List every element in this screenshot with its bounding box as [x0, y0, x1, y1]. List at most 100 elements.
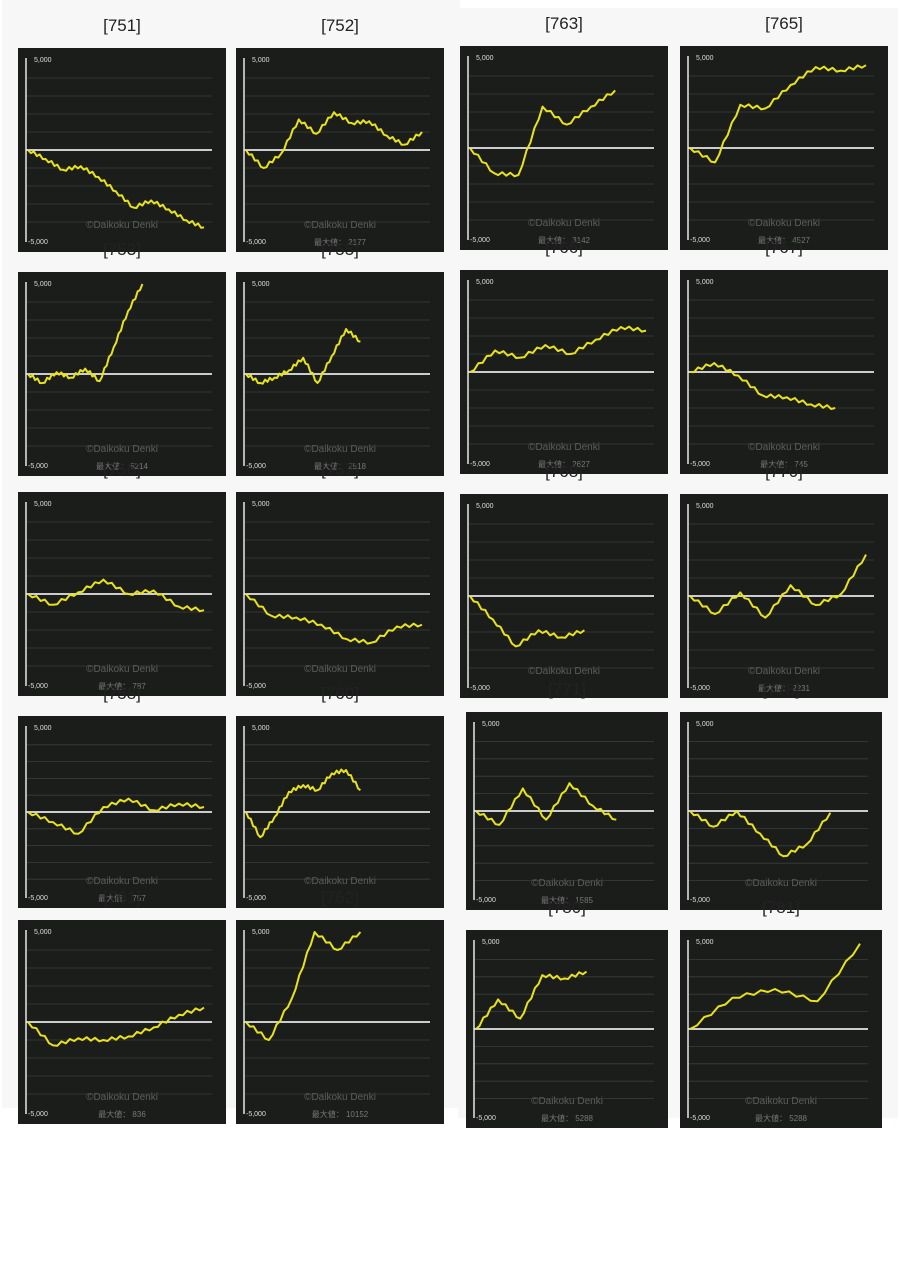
tick-label-top: 5,000	[696, 55, 714, 62]
chart-svg: 5,000 -5,000	[243, 725, 430, 902]
chart-title: [766]	[545, 238, 583, 257]
chart-plot-area: 5,000 -5,000 ©Daikoku Denki	[460, 494, 668, 698]
chart-svg: 5,000 -5,000	[687, 721, 868, 904]
max-value-caption: 最大値： 10152	[311, 1110, 369, 1119]
chart-title: [762]	[321, 888, 359, 907]
tick-label-top: 5,000	[34, 929, 52, 936]
series-line	[475, 970, 588, 1030]
series-line	[245, 931, 362, 1041]
tick-label-bottom: -5,000	[690, 897, 710, 904]
chart-758: [758] 5,000 -5,000 ©Daikoku Denki 最大値： 757	[18, 684, 226, 910]
chart-title: [758]	[103, 684, 141, 703]
chart-768: [768] 5,000 -5,000 ©Daikoku Denki	[460, 462, 668, 700]
chart-plot-area: 5,000 -5,000 ©Daikoku Denki 最大値： 5288	[680, 930, 882, 1128]
chart-svg: 5,000 -5,000	[243, 501, 430, 690]
chart-778: [778] 5,000 -5,000 ©Daikoku Denki	[680, 680, 882, 912]
max-value-caption: 最大値： 5288	[540, 1114, 594, 1123]
tick-label-top: 5,000	[34, 501, 52, 508]
series-line	[689, 943, 861, 1030]
watermark: ©Daikoku Denki	[745, 1096, 817, 1107]
max-value-caption: 最大値： 2518	[313, 462, 367, 471]
tick-label-bottom: -5,000	[28, 1111, 48, 1118]
watermark: ©Daikoku Denki	[86, 444, 158, 455]
chart-title: [768]	[545, 462, 583, 481]
series-line	[469, 325, 647, 373]
tick-label-bottom: -5,000	[28, 463, 48, 470]
tick-label-bottom: -5,000	[246, 683, 266, 690]
chart-svg: 5,000 -5,000	[687, 503, 874, 692]
chart-770: [770] 5,000 -5,000 ©Daikoku Denki 最大値： 2231	[680, 462, 888, 700]
tick-label-bottom: -5,000	[470, 685, 490, 692]
chart-760: [760] 5,000 -5,000 ©Daikoku Denki	[236, 684, 444, 910]
chart-plot-area: 5,000 -5,000 ©Daikoku Denki	[680, 712, 882, 910]
chart-title: [753]	[103, 240, 141, 259]
chart-plot-area: 5,000 -5,000 ©Daikoku Denki 最大値： 745	[680, 270, 888, 474]
tick-label-top: 5,000	[696, 279, 714, 286]
watermark: ©Daikoku Denki	[528, 666, 600, 677]
chart-title: [781]	[762, 898, 800, 917]
series-line	[469, 89, 616, 178]
series-line	[27, 283, 144, 385]
tick-label-bottom: -5,000	[690, 237, 710, 244]
tick-label-bottom: -5,000	[28, 683, 48, 690]
watermark: ©Daikoku Denki	[748, 666, 820, 677]
tick-label-bottom: -5,000	[470, 461, 490, 468]
chart-plot-area: 5,000 -5,000 ©Daikoku Denki 最大値： 5214	[18, 272, 226, 476]
chart-751: [751] 5,000 -5,000 ©Daikoku Denki	[18, 16, 226, 254]
tick-label-top: 5,000	[252, 501, 270, 508]
tick-label-bottom: -5,000	[28, 239, 48, 246]
chart-title: [763]	[545, 14, 583, 33]
tick-label-bottom: -5,000	[690, 461, 710, 468]
chart-767: [767] 5,000 -5,000 ©Daikoku Denki 最大値： 745	[680, 238, 888, 476]
watermark: ©Daikoku Denki	[86, 1092, 158, 1103]
tick-label-top: 5,000	[34, 57, 52, 64]
tick-label-top: 5,000	[476, 55, 494, 62]
tick-label-top: 5,000	[476, 503, 494, 510]
series-line	[689, 554, 867, 619]
tick-label-top: 5,000	[34, 725, 52, 732]
tick-label-bottom: -5,000	[476, 1115, 496, 1122]
watermark: ©Daikoku Denki	[745, 878, 817, 889]
chart-svg: 5,000 -5,000	[473, 721, 654, 904]
series-line	[27, 1006, 205, 1047]
tick-label-top: 5,000	[252, 929, 270, 936]
chart-title: [771]	[548, 680, 586, 699]
chart-plot-area: 5,000 -5,000 ©Daikoku Denki 最大値： 1585	[466, 712, 668, 910]
chart-svg: 5,000 -5,000	[467, 503, 654, 692]
chart-765: [765] 5,000 -5,000 ©Daikoku Denki 最大値： 4527	[680, 14, 888, 252]
series-line	[27, 149, 205, 229]
chart-plot-area: 5,000 -5,000 ©Daikoku Denki 最大値： 2518	[236, 272, 444, 476]
series-line	[469, 595, 585, 648]
tick-label-bottom: -5,000	[28, 895, 48, 902]
series-line	[27, 578, 205, 613]
watermark: ©Daikoku Denki	[304, 444, 376, 455]
chart-plot-area: 5,000 -5,000 ©Daikoku Denki 最大値： 4527	[680, 46, 888, 250]
series-line	[475, 782, 617, 826]
max-value-caption: 最大値： 4527	[757, 236, 811, 245]
tick-label-bottom: -5,000	[470, 237, 490, 244]
chart-title: [751]	[103, 16, 141, 35]
chart-756: [756] 5,000 -5,000 ©Daikoku Denki 最大値： 787	[18, 460, 226, 698]
chart-plot-area: 5,000 -5,000 ©Daikoku Denki 最大値： 2231	[680, 494, 888, 698]
watermark: ©Daikoku Denki	[528, 442, 600, 453]
chart-svg: 5,000 -5,000	[25, 929, 212, 1118]
chart-svg: 5,000 -5,000	[243, 57, 430, 246]
tick-label-bottom: -5,000	[690, 685, 710, 692]
watermark: ©Daikoku Denki	[304, 220, 376, 231]
chart-plot-area: 5,000 -5,000 ©Daikoku Denki	[236, 492, 444, 696]
tick-label-top: 5,000	[696, 939, 714, 946]
tick-label-bottom: -5,000	[690, 1115, 710, 1122]
tick-label-top: 5,000	[696, 721, 714, 728]
chart-title: [760]	[321, 684, 359, 703]
chart-svg: 5,000 -5,000	[467, 279, 654, 468]
watermark: ©Daikoku Denki	[528, 218, 600, 229]
tick-label-top: 5,000	[476, 279, 494, 286]
chart-title: [780]	[548, 898, 586, 917]
tick-label-bottom: -5,000	[246, 239, 266, 246]
chart-svg: 5,000 -5,000	[25, 57, 212, 246]
chart-title: [752]	[321, 16, 359, 35]
chart-761: [761] 5,000 -5,000 ©Daikoku Denki 最大値： 836	[18, 888, 226, 1126]
tick-label-top: 5,000	[482, 939, 500, 946]
tick-label-top: 5,000	[252, 725, 270, 732]
chart-svg: 5,000 -5,000	[473, 939, 654, 1122]
